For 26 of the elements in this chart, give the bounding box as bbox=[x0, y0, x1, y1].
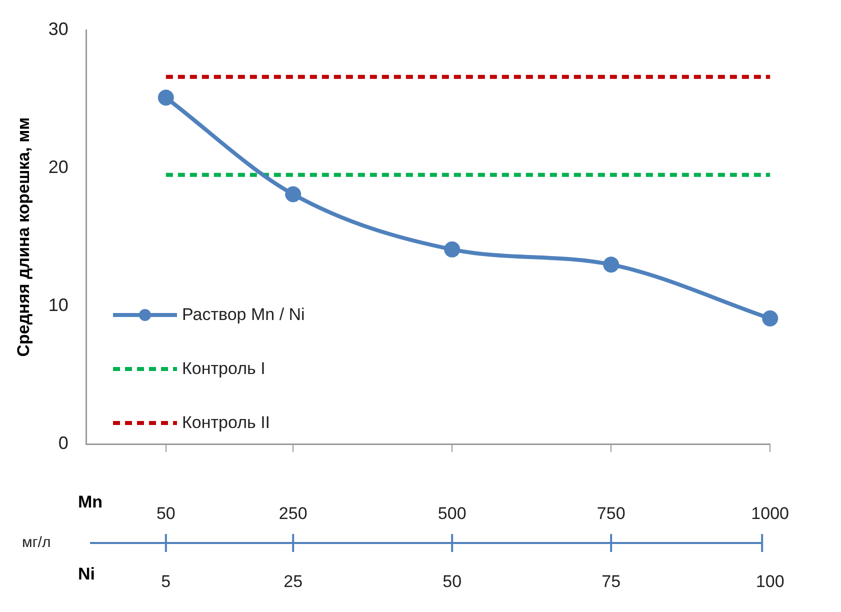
y-tick-label: 30 bbox=[48, 18, 68, 39]
text: мг/л bbox=[22, 534, 51, 552]
y-axis-title: Средняя длина корешка, мм bbox=[14, 117, 33, 357]
x-tick-label: 50 bbox=[156, 504, 176, 523]
x2-tick-label: 100 bbox=[756, 572, 784, 591]
y-tick-label: 10 bbox=[48, 294, 68, 315]
y-tick-label: 20 bbox=[48, 156, 68, 177]
point bbox=[285, 186, 302, 202]
legend-label: Контроль I bbox=[182, 359, 266, 379]
x2-tick-label: 75 bbox=[602, 572, 621, 591]
point bbox=[158, 90, 174, 106]
x-tick-label: 500 bbox=[438, 504, 466, 523]
legend-label: Контроль II bbox=[182, 413, 270, 433]
x2-tick-label: 25 bbox=[284, 572, 303, 591]
x-tick-label: 250 bbox=[278, 504, 308, 523]
point bbox=[603, 256, 620, 273]
point bbox=[762, 310, 778, 326]
legend-label: Раствор Mn / Ni bbox=[182, 305, 305, 325]
x-tick-label: 750 bbox=[596, 504, 626, 523]
x-tick-label: 1000 bbox=[751, 504, 790, 523]
y-tick-label: 0 bbox=[58, 432, 68, 453]
x2-tick-label: 5 bbox=[161, 572, 171, 591]
point bbox=[444, 241, 460, 258]
x2-tick-label: 50 bbox=[442, 572, 462, 591]
x-axis-title: Mn bbox=[78, 492, 103, 512]
x2-axis-title: Ni bbox=[78, 564, 95, 584]
